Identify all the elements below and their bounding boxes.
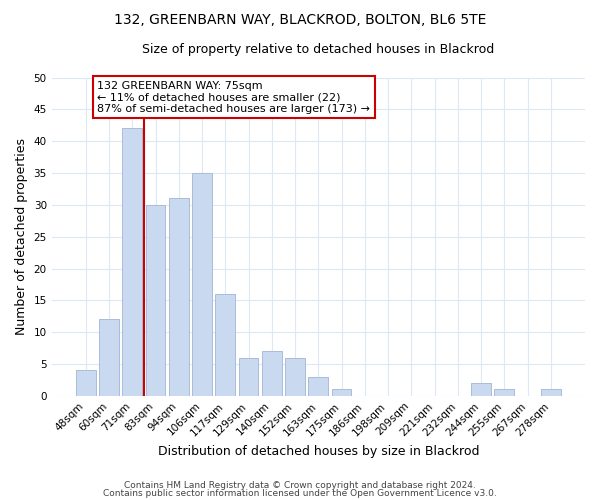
Bar — [494, 390, 514, 396]
Text: Contains public sector information licensed under the Open Government Licence v3: Contains public sector information licen… — [103, 488, 497, 498]
Text: 132, GREENBARN WAY, BLACKROD, BOLTON, BL6 5TE: 132, GREENBARN WAY, BLACKROD, BOLTON, BL… — [114, 12, 486, 26]
Bar — [146, 205, 166, 396]
Bar — [76, 370, 95, 396]
Text: Contains HM Land Registry data © Crown copyright and database right 2024.: Contains HM Land Registry data © Crown c… — [124, 481, 476, 490]
Bar — [332, 390, 352, 396]
Title: Size of property relative to detached houses in Blackrod: Size of property relative to detached ho… — [142, 42, 494, 56]
Y-axis label: Number of detached properties: Number of detached properties — [15, 138, 28, 335]
Bar — [215, 294, 235, 396]
Bar — [192, 173, 212, 396]
Text: 132 GREENBARN WAY: 75sqm
← 11% of detached houses are smaller (22)
87% of semi-d: 132 GREENBARN WAY: 75sqm ← 11% of detach… — [97, 80, 370, 114]
Bar — [262, 352, 282, 396]
X-axis label: Distribution of detached houses by size in Blackrod: Distribution of detached houses by size … — [158, 444, 479, 458]
Bar — [122, 128, 142, 396]
Bar — [169, 198, 188, 396]
Bar — [471, 383, 491, 396]
Bar — [239, 358, 259, 396]
Bar — [541, 390, 561, 396]
Bar — [308, 376, 328, 396]
Bar — [99, 320, 119, 396]
Bar — [285, 358, 305, 396]
